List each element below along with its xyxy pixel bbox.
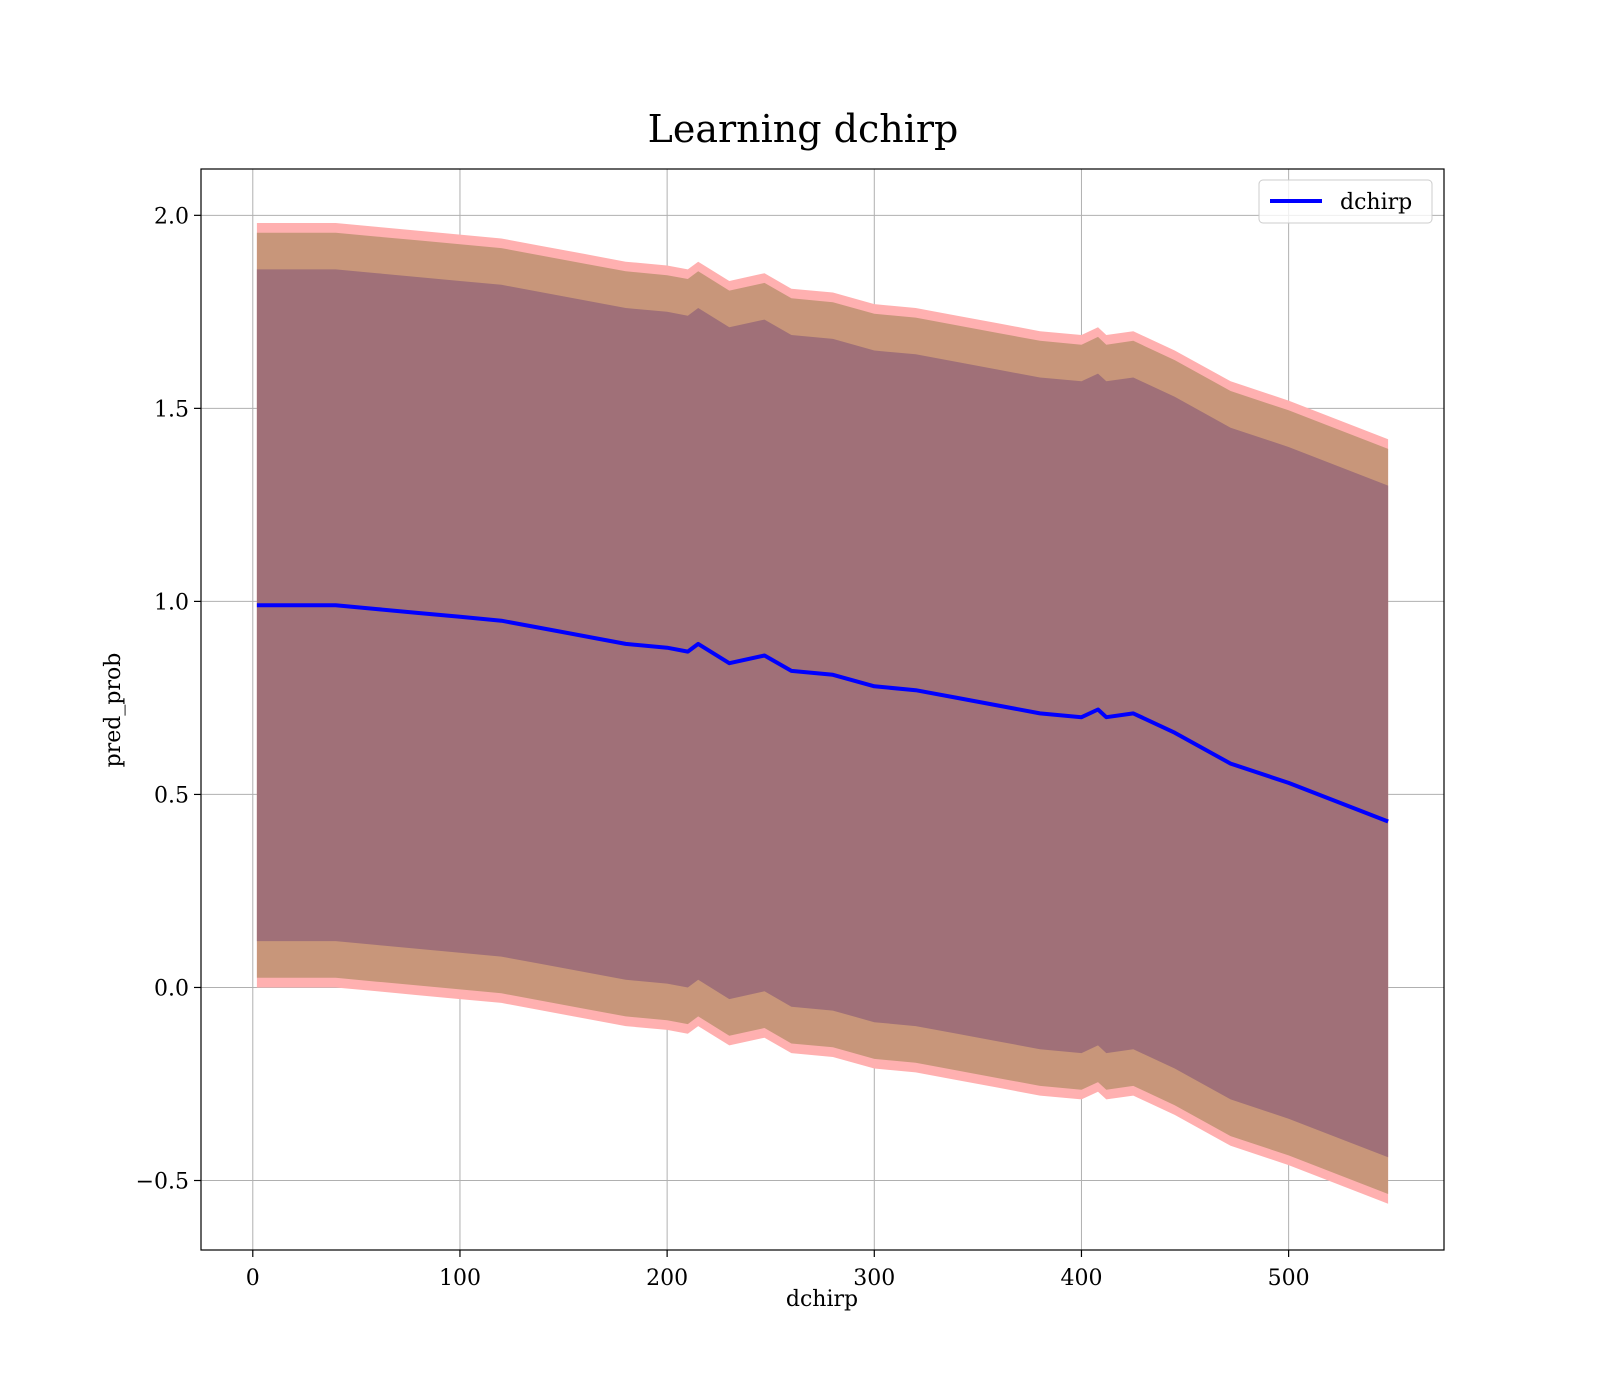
series-lines xyxy=(256,603,1389,824)
band-inner xyxy=(256,269,1389,1158)
x-tick-label-5: 500 xyxy=(1268,1266,1310,1291)
x-tick-label-1: 100 xyxy=(439,1266,481,1291)
plot-frame xyxy=(200,168,1445,1251)
y-tick-label-4: 1.5 xyxy=(154,397,189,422)
chart-title: Learning dchirp xyxy=(648,107,959,151)
x-tick-label-2: 200 xyxy=(646,1266,688,1291)
y-tick-label-0: −0.5 xyxy=(136,1170,189,1195)
x-axis-label: dchirp xyxy=(786,1287,858,1312)
x-tick-label-4: 400 xyxy=(1060,1266,1102,1291)
x-tick-label-0: 0 xyxy=(246,1266,260,1291)
y-axis-label: pred_prob xyxy=(101,653,126,768)
legend: dchirp xyxy=(1258,179,1433,224)
confidence-bands xyxy=(256,223,1389,1204)
y-tick-label-2: 0.5 xyxy=(154,783,189,808)
y-tick-label-3: 1.0 xyxy=(154,590,189,615)
x-axis-ticks: 0 100 200 300 400 500 xyxy=(246,1250,1310,1291)
legend-box xyxy=(1258,179,1433,224)
x-tick-label-3: 300 xyxy=(853,1266,895,1291)
y-tick-label-1: 0.0 xyxy=(154,976,189,1001)
y-tick-label-5: 2.0 xyxy=(154,204,189,229)
legend-label-dchirp: dchirp xyxy=(1340,190,1412,215)
y-axis-ticks: −0.5 0.0 0.5 1.0 1.5 2.0 xyxy=(136,204,201,1195)
series-line-0 xyxy=(256,603,1389,824)
